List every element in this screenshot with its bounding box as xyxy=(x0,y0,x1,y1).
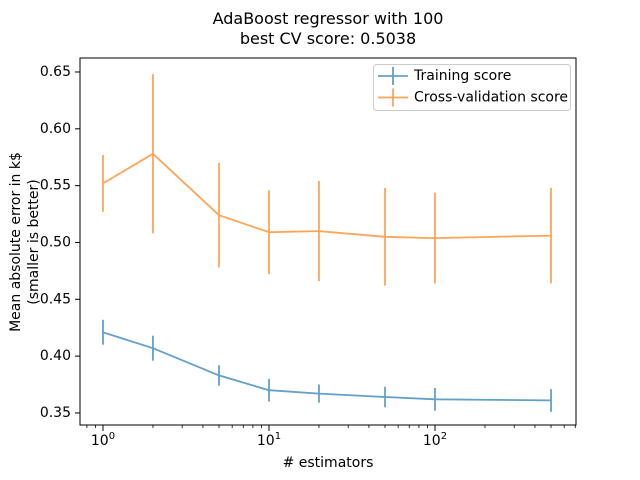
chart-title-line1: AdaBoost regressor with 100 xyxy=(213,9,444,28)
x-tick-label: 100 xyxy=(91,431,115,449)
y-axis-label-line1: Mean absolute error in k$ xyxy=(8,152,24,332)
chart-title-line2: best CV score: 0.5038 xyxy=(240,29,416,48)
series-training xyxy=(102,319,552,412)
x-tick-label: 102 xyxy=(423,431,447,449)
legend: Training score Cross-validation score xyxy=(373,64,571,111)
y-tick-label: 0.65 xyxy=(40,64,71,80)
y-tick-label: 0.40 xyxy=(40,348,71,364)
series-line xyxy=(102,152,552,240)
legend-label-cv: Cross-validation score xyxy=(414,90,568,106)
axes-spines xyxy=(79,57,577,426)
series-cv xyxy=(102,74,552,286)
y-axis-label-line2: (smaller is better) xyxy=(26,179,42,305)
legend-entry-training: Training score xyxy=(378,67,511,85)
x-axis-label: # estimators xyxy=(283,455,374,471)
y-tick-label: 0.35 xyxy=(40,405,71,421)
y-tick-label: 0.60 xyxy=(40,121,71,137)
legend-entry-cv: Cross-validation score xyxy=(378,88,568,107)
series-line xyxy=(102,331,552,402)
y-tick-label: 0.45 xyxy=(40,291,71,307)
legend-label-training: Training score xyxy=(413,68,511,84)
y-tick-label: 0.55 xyxy=(40,178,71,194)
y-tick-label: 0.50 xyxy=(40,234,71,250)
plot-area: 0.35 0.40 0.45 0.50 0.55 0.60 0.65 100 101 102 xyxy=(40,57,577,449)
legend-box xyxy=(373,64,571,111)
x-tick-label: 101 xyxy=(257,431,281,449)
